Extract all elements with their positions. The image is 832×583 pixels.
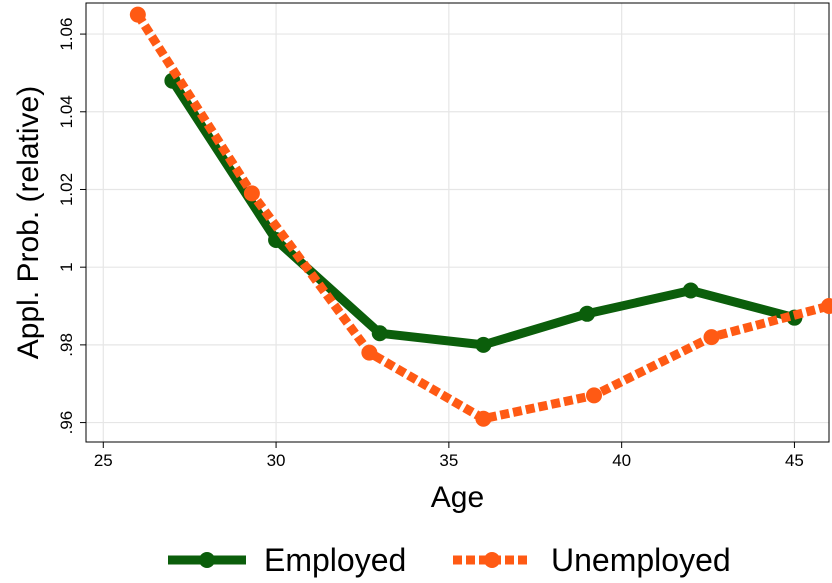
y-tick-label: 1.06 [57,18,76,51]
data-point [243,185,260,202]
legend-marker [199,552,215,568]
y-tick-label: .96 [57,411,76,435]
legend: Employed Unemployed [168,542,731,578]
data-point [361,344,378,361]
legend-item-unemployed: Unemployed [453,542,731,578]
y-axis-title: Appl. Prob. (relative) [12,86,45,359]
legend-item-employed: Employed [168,542,406,578]
data-point [703,329,720,346]
series-group [129,6,832,427]
y-tick-label: 1 [57,262,76,271]
data-point [475,336,492,353]
plot-frame [85,2,830,443]
y-tick-label: .98 [57,333,76,357]
legend-label: Unemployed [551,542,731,578]
grid-lines [86,3,829,442]
x-axis: 25 30 35 40 45 [94,442,804,470]
data-point [371,325,388,342]
x-axis-title: Age [431,481,484,514]
y-tick-label: 1.04 [57,95,76,128]
x-tick-label: 25 [94,451,113,470]
data-point [579,305,596,322]
data-point [586,387,603,404]
data-point [682,282,699,299]
legend-label: Employed [264,542,406,578]
x-tick-label: 30 [267,451,286,470]
data-point [821,298,832,315]
x-tick-label: 45 [785,451,804,470]
y-axis: .96 .98 1 1.02 1.04 1.06 [57,18,86,435]
series-unemployed [129,6,832,427]
legend-marker [484,552,500,568]
data-point [475,410,492,427]
y-tick-label: 1.02 [57,173,76,206]
x-tick-label: 40 [612,451,631,470]
data-point [129,6,146,23]
x-tick-label: 35 [439,451,458,470]
